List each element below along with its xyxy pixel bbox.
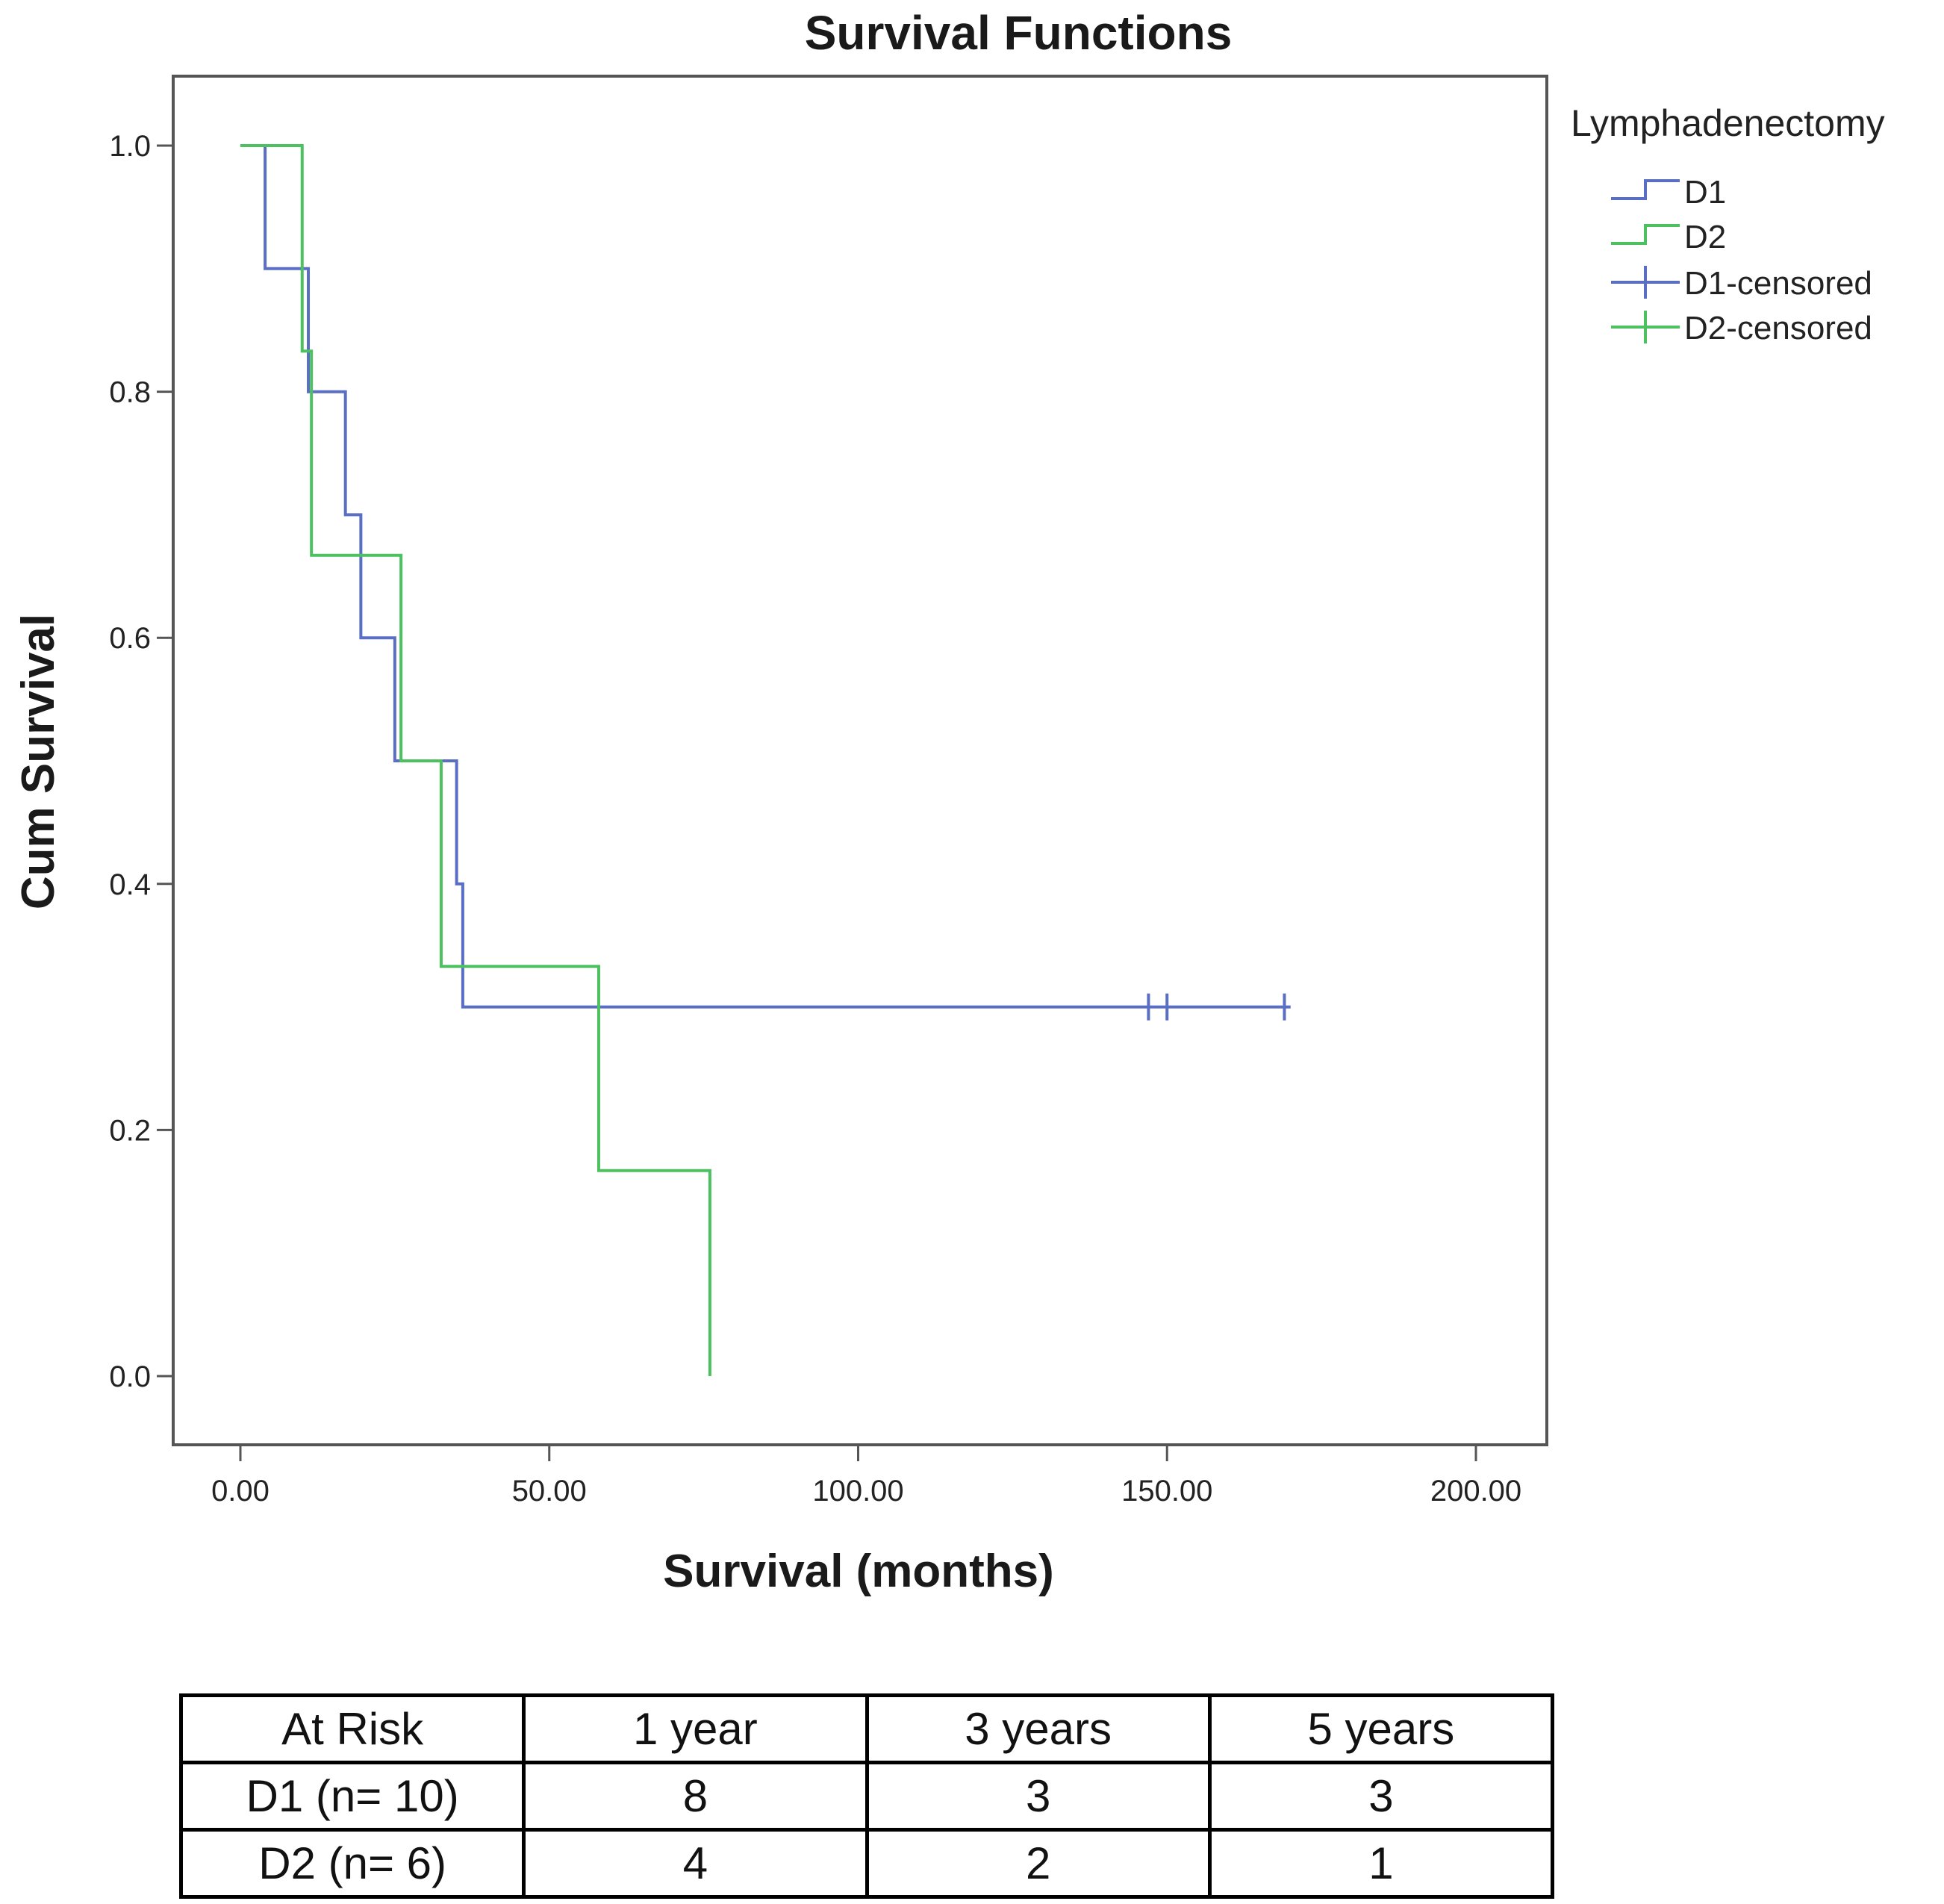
y-tick-label: 0.2 xyxy=(109,1114,151,1147)
y-axis-label: Cum Survival xyxy=(13,614,64,909)
d2-3-years: 2 xyxy=(864,1828,1212,1899)
row-label-d1: D1 (n= 10) xyxy=(178,1761,526,1832)
header-1-year: 1 year xyxy=(522,1693,869,1764)
legend-label-d1: D1 xyxy=(1684,174,1726,211)
x-tick-label: 50.00 xyxy=(512,1475,587,1508)
legend-swatch-d2-censored xyxy=(1611,311,1680,343)
survival-chart: Survival Functions 0.0 0.2 0.4 0.6 0.8 1.0 0.… xyxy=(13,6,1885,1597)
at-risk-header-row: At Risk 1 year 3 years 5 years xyxy=(178,1693,1555,1764)
d1-3-years: 3 xyxy=(864,1761,1212,1832)
legend: Lymphadenectomy D1 D2 D1-censored D2-censor… xyxy=(1571,102,1885,346)
legend-label-d1-censored: D1-censored xyxy=(1684,265,1872,302)
header-3-years: 3 years xyxy=(864,1693,1212,1764)
d1-1-year: 8 xyxy=(522,1761,869,1832)
x-tick-label: 100.00 xyxy=(812,1475,903,1508)
series-line-d2 xyxy=(240,144,711,1376)
d2-5-years: 1 xyxy=(1207,1828,1555,1899)
y-axis: 0.0 0.2 0.4 0.6 0.8 1.0 xyxy=(109,130,173,1393)
y-tick-label: 0.8 xyxy=(109,376,151,409)
header-at-risk: At Risk xyxy=(178,1693,526,1764)
legend-label-d2-censored: D2-censored xyxy=(1684,310,1872,346)
y-tick-label: 0.6 xyxy=(109,622,151,655)
series-line-d1 xyxy=(240,144,1291,1009)
d2-1-year: 4 xyxy=(522,1828,869,1899)
legend-swatch-d1 xyxy=(1611,179,1680,200)
table-row: D1 (n= 10) 8 3 3 xyxy=(178,1761,1555,1832)
table-row: D2 (n= 6) 4 2 1 xyxy=(178,1828,1555,1899)
legend-title: Lymphadenectomy xyxy=(1571,102,1885,144)
plot-area-frame xyxy=(172,75,1548,1446)
at-risk-table: At Risk 1 year 3 years 5 years D1 (n= 10… xyxy=(178,1693,1555,1899)
row-label-d2: D2 (n= 6) xyxy=(178,1828,526,1899)
legend-swatch-d1-censored xyxy=(1611,266,1680,299)
series-layer xyxy=(240,144,1291,1376)
chart-title: Survival Functions xyxy=(805,6,1233,60)
y-tick-label: 1.0 xyxy=(109,130,151,163)
x-tick-label: 150.00 xyxy=(1121,1475,1212,1508)
legend-swatch-d2 xyxy=(1611,224,1680,245)
x-tick-label: 0.00 xyxy=(211,1475,270,1508)
y-tick-label: 0.0 xyxy=(109,1360,151,1393)
d1-5-years: 3 xyxy=(1207,1761,1555,1832)
x-axis: 0.00 50.00 100.00 150.00 200.00 xyxy=(211,1445,1521,1508)
x-tick-label: 200.00 xyxy=(1430,1475,1521,1508)
x-axis-label: Survival (months) xyxy=(663,1546,1054,1597)
y-tick-label: 0.4 xyxy=(109,868,151,901)
header-5-years: 5 years xyxy=(1207,1693,1555,1764)
legend-label-d2: D2 xyxy=(1684,219,1726,255)
